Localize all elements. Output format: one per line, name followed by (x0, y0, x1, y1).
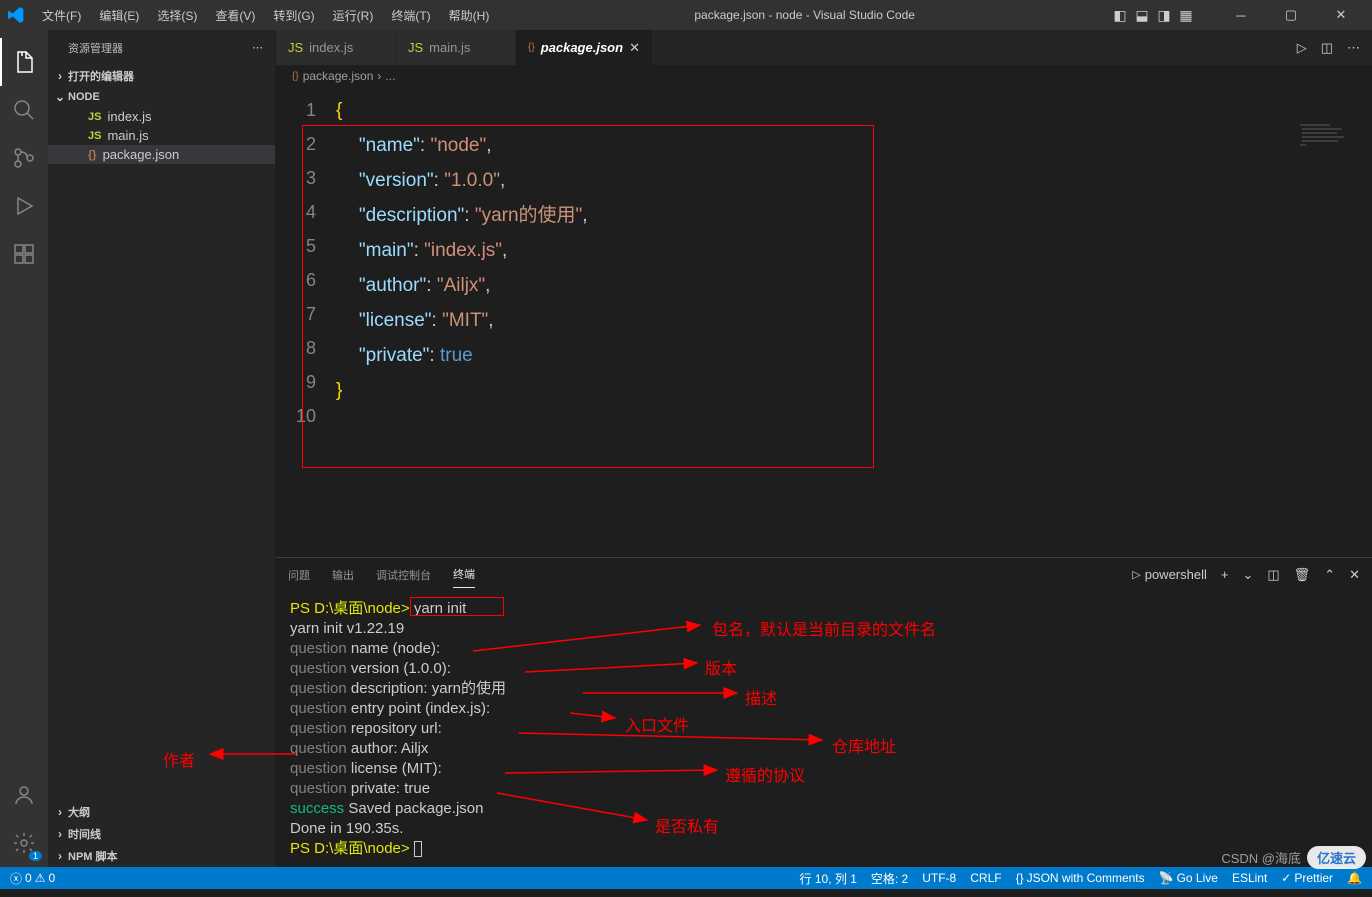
menu-item[interactable]: 运行(R) (325, 3, 382, 28)
status-eol[interactable]: CRLF (970, 871, 1001, 885)
split-terminal-icon[interactable]: ◫ (1267, 567, 1279, 583)
status-golive[interactable]: 📡 Go Live (1159, 871, 1218, 885)
panel-tab[interactable]: 输出 (332, 562, 354, 588)
account-icon[interactable] (0, 771, 48, 819)
panel-right-icon[interactable]: ◨ (1156, 7, 1172, 23)
status-eslint[interactable]: ESLint (1232, 871, 1267, 885)
watermark: CSDN @海底 亿速云 (1221, 846, 1366, 869)
menu-item[interactable]: 选择(S) (149, 3, 205, 28)
file-type-icon: {} (88, 149, 97, 161)
file-item[interactable]: JSindex.js (48, 107, 275, 126)
kill-terminal-icon[interactable]: 🗑 (1294, 567, 1311, 583)
file-item[interactable]: {}package.json (48, 145, 275, 164)
layout-controls[interactable]: ◧ ⬓ ◨ ▦ (1112, 7, 1194, 23)
panel-left-icon[interactable]: ◧ (1112, 7, 1128, 23)
status-cursor-pos[interactable]: 行 10, 列 1 (800, 870, 857, 887)
panel-bottom-icon[interactable]: ⬓ (1134, 7, 1150, 23)
file-type-icon: JS (88, 130, 101, 142)
title-bar: 文件(F)编辑(E)选择(S)查看(V)转到(G)运行(R)终端(T)帮助(H)… (0, 0, 1372, 30)
activity-bar: 1 (0, 30, 48, 867)
settings-gear-icon[interactable]: 1 (0, 819, 48, 867)
close-panel-icon[interactable]: ✕ (1349, 567, 1360, 583)
menu-item[interactable]: 转到(G) (265, 3, 322, 28)
terminal-dropdown-icon[interactable]: ⌄ (1242, 567, 1253, 583)
menu-item[interactable]: 终端(T) (383, 3, 438, 28)
status-bar: ⓧ 0 ⚠ 0 行 10, 列 1 空格: 2 UTF-8 CRLF {} JS… (0, 867, 1372, 889)
file-type-icon: JS (408, 40, 423, 55)
file-item[interactable]: JSmain.js (48, 126, 275, 145)
editor-tab[interactable]: JSindex.js (276, 30, 396, 65)
layout-grid-icon[interactable]: ▦ (1178, 7, 1194, 23)
status-spaces[interactable]: 空格: 2 (871, 870, 908, 887)
outline-section[interactable]: ›大纲 (48, 801, 275, 823)
split-editor-icon[interactable]: ◫ (1321, 40, 1333, 56)
status-language[interactable]: {} JSON with Comments (1016, 871, 1145, 885)
panel-tab[interactable]: 终端 (453, 561, 475, 588)
file-type-icon: {} (528, 42, 535, 53)
panel-tab[interactable]: 问题 (288, 562, 310, 588)
source-control-icon[interactable] (0, 134, 48, 182)
minimap[interactable] (1298, 122, 1358, 152)
run-icon[interactable]: ▷ (1297, 40, 1307, 56)
menu-bar: 文件(F)编辑(E)选择(S)查看(V)转到(G)运行(R)终端(T)帮助(H) (34, 3, 497, 28)
close-tab-icon[interactable]: ✕ (629, 40, 640, 56)
bottom-panel: 问题输出调试控制台终端 ▷ powershell + ⌄ ◫ 🗑 ⌃ ✕ PS … (276, 557, 1372, 867)
new-terminal-icon[interactable]: + (1221, 567, 1229, 582)
editor-tab[interactable]: {}package.json✕ (516, 30, 653, 65)
npm-section[interactable]: ›NPM 脚本 (48, 845, 275, 867)
status-encoding[interactable]: UTF-8 (922, 871, 956, 885)
editor-tabs: JSindex.jsJSmain.js{}package.json✕ ▷ ◫ ⋯ (276, 30, 1372, 65)
line-numbers: 12345678910 (276, 87, 336, 557)
breadcrumb[interactable]: {} package.json › ... (276, 65, 1372, 87)
panel-tab[interactable]: 调试控制台 (376, 562, 431, 588)
window-title: package.json - node - Visual Studio Code (497, 8, 1112, 22)
maximize-button[interactable]: ▢ (1268, 0, 1314, 30)
extensions-icon[interactable] (0, 230, 48, 278)
search-icon[interactable] (0, 86, 48, 134)
editor-tab[interactable]: JSmain.js (396, 30, 516, 65)
editor-area: JSindex.jsJSmain.js{}package.json✕ ▷ ◫ ⋯… (276, 30, 1372, 867)
terminal-shell-selector[interactable]: ▷ powershell (1132, 567, 1207, 582)
code-editor[interactable]: { "name": "node", "version": "1.0.0", "d… (336, 87, 588, 557)
timeline-section[interactable]: ›时间线 (48, 823, 275, 845)
terminal[interactable]: PS D:\桌面\node> yarn inityarn init v1.22.… (276, 591, 1372, 867)
menu-item[interactable]: 查看(V) (207, 3, 263, 28)
menu-item[interactable]: 帮助(H) (441, 3, 498, 28)
status-errors[interactable]: ⓧ 0 ⚠ 0 (10, 870, 55, 887)
file-type-icon: JS (88, 111, 101, 123)
vscode-logo-icon (8, 7, 24, 23)
run-debug-icon[interactable] (0, 182, 48, 230)
project-section[interactable]: ⌄NODE (48, 87, 275, 107)
explorer-icon[interactable] (0, 38, 48, 86)
sidebar-title: 资源管理器 (68, 40, 123, 56)
close-button[interactable]: ✕ (1318, 0, 1364, 30)
status-prettier[interactable]: ✓ Prettier (1281, 871, 1333, 885)
explorer-sidebar: 资源管理器 ⋯ ›打开的编辑器 ⌄NODE JSindex.jsJSmain.j… (48, 30, 276, 867)
status-notifications-icon[interactable]: 🔔 (1347, 871, 1362, 885)
menu-item[interactable]: 文件(F) (34, 3, 89, 28)
more-actions-icon[interactable]: ⋯ (1347, 40, 1360, 56)
sidebar-more-icon[interactable]: ⋯ (252, 41, 263, 54)
minimize-button[interactable]: ─ (1218, 0, 1264, 30)
menu-item[interactable]: 编辑(E) (91, 3, 147, 28)
maximize-panel-icon[interactable]: ⌃ (1324, 567, 1335, 583)
file-type-icon: JS (288, 40, 303, 55)
open-editors-section[interactable]: ›打开的编辑器 (48, 65, 275, 87)
json-file-icon: {} (292, 71, 299, 82)
